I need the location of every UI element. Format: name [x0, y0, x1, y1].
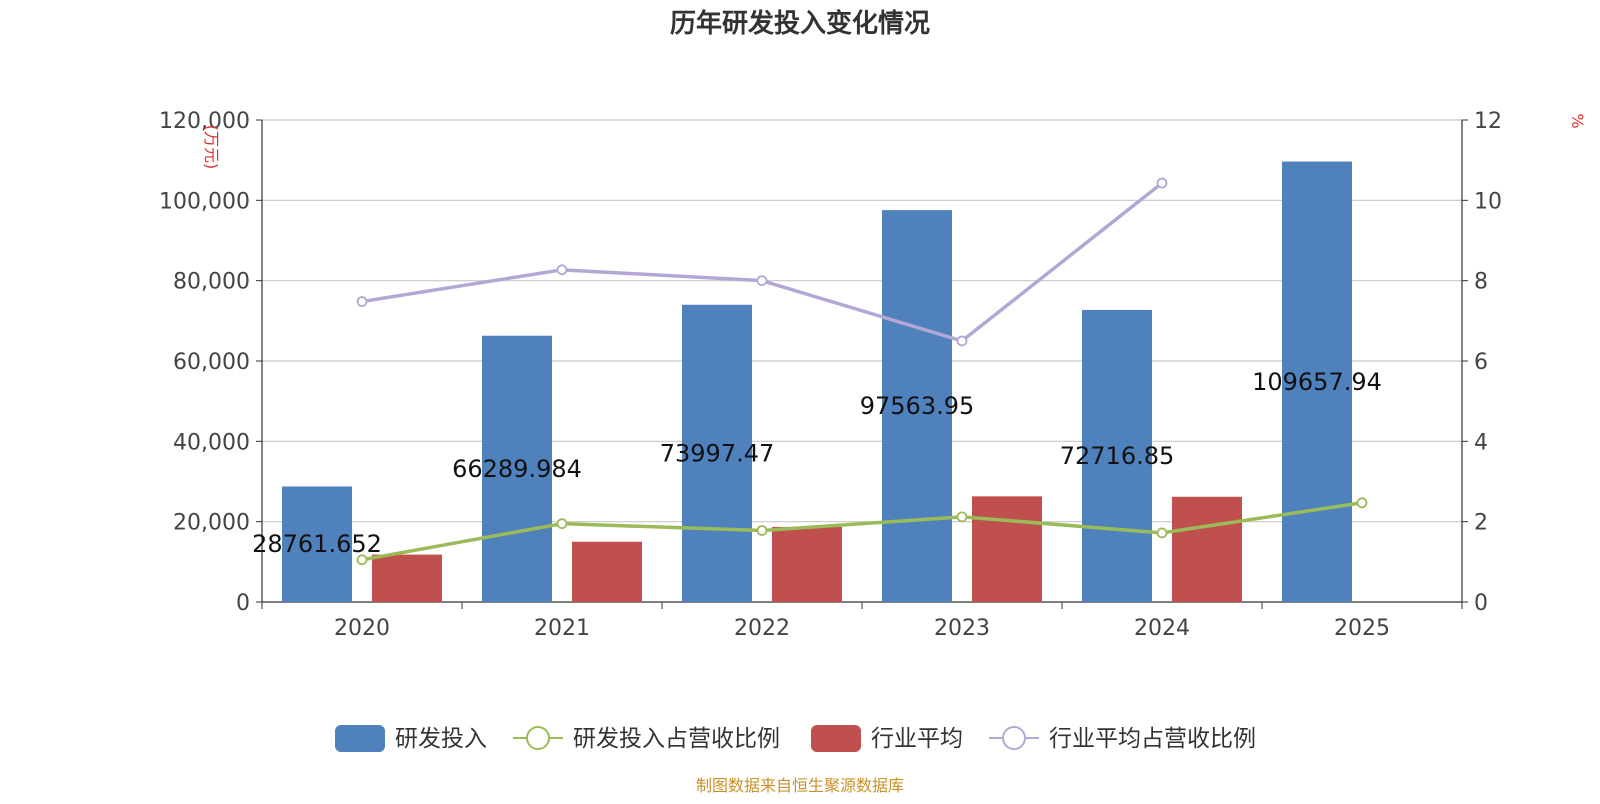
x-tick-label: 2025 — [1334, 616, 1390, 641]
y-right-tick-label: 2 — [1474, 511, 1488, 536]
left-axis-unit: (万元) — [202, 125, 221, 170]
bar-data-label: 97563.95 — [860, 392, 975, 420]
bar-data-label: 72716.85 — [1060, 442, 1175, 470]
bar-industry-average — [372, 554, 442, 602]
legend-label: 行业平均占营收比例 — [1049, 726, 1256, 752]
x-tick-label: 2023 — [934, 616, 990, 641]
y-left-tick-label: 100,000 — [159, 189, 250, 214]
legend-swatch-marker — [1002, 726, 1026, 750]
line-point — [556, 264, 568, 276]
bar-rd-investment — [682, 304, 752, 602]
y-right-tick-label: 10 — [1474, 189, 1502, 214]
y-left-tick-label: 80,000 — [173, 270, 250, 295]
x-tick-label: 2024 — [1134, 616, 1190, 641]
line-point — [356, 296, 368, 307]
line-series-rd-ratio — [361, 501, 1363, 562]
y-right-tick-label: 0 — [1474, 591, 1488, 616]
legend-swatch-bar — [335, 725, 385, 752]
line-point — [556, 518, 568, 530]
line-point — [1156, 527, 1168, 539]
y-right-tick-label: 8 — [1474, 270, 1488, 295]
source-note: 制图数据来自恒生聚源数据库 — [696, 776, 904, 795]
bar-industry-average — [772, 526, 842, 602]
legend-swatch-marker — [526, 726, 550, 750]
legend-swatch-bar — [811, 725, 861, 752]
axes: 0 20,000 40,000 60,000 80,000 100,000 120,000 0… — [159, 109, 1502, 641]
chart-title: 历年研发投入变化情况 — [670, 8, 930, 39]
bar-industry-average — [572, 541, 642, 602]
y-right-tick-label: 6 — [1474, 350, 1488, 375]
bar-rd-investment — [482, 335, 552, 602]
bar-industry-average — [1172, 496, 1242, 602]
line-point — [956, 511, 968, 523]
y-right-tick-label: 4 — [1474, 430, 1488, 455]
bar-rd-investment — [882, 210, 952, 602]
y-left-tick-label: 60,000 — [173, 350, 250, 375]
legend-label: 研发投入 — [395, 726, 487, 752]
bar-data-label: 66289.984 — [452, 455, 582, 483]
y-right-tick-label: 12 — [1474, 109, 1502, 134]
legend-label: 研发投入占营收比例 — [573, 726, 780, 752]
lines — [356, 177, 1368, 566]
grid-lines — [262, 119, 1462, 523]
x-tick-label: 2022 — [734, 616, 790, 641]
bar-industry-average — [972, 496, 1042, 602]
bars — [282, 161, 1352, 603]
legend: 研发投入 研发投入占营收比例 行业平均 行业平均占营收比例 — [335, 725, 1256, 752]
line-point — [756, 275, 768, 287]
data-labels: 28761.652 66289.984 73997.47 97563.95 72716.… — [252, 368, 1382, 558]
x-tick-label: 2021 — [534, 616, 590, 641]
bar-data-label: 28761.652 — [252, 530, 382, 558]
y-left-tick-label: 20,000 — [173, 511, 250, 536]
line-point — [1356, 497, 1368, 509]
y-left-tick-label: 0 — [236, 591, 250, 616]
bar-data-label: 73997.47 — [660, 439, 775, 467]
legend-label: 行业平均 — [871, 726, 963, 752]
line-point — [956, 335, 968, 347]
bar-data-label: 109657.94 — [1252, 368, 1382, 396]
line-point — [1156, 177, 1168, 189]
y-left-tick-label: 40,000 — [173, 430, 250, 455]
bar-rd-investment — [282, 486, 352, 602]
line-point — [756, 525, 768, 536]
x-tick-label: 2020 — [334, 616, 390, 641]
bar-rd-investment — [1082, 309, 1152, 602]
line-point — [356, 554, 368, 566]
line-series-industry-ratio — [361, 181, 1164, 343]
bar-rd-investment — [1282, 161, 1352, 603]
y-left-tick-label: 120,000 — [159, 109, 250, 134]
right-axis-unit: % — [1568, 113, 1587, 128]
